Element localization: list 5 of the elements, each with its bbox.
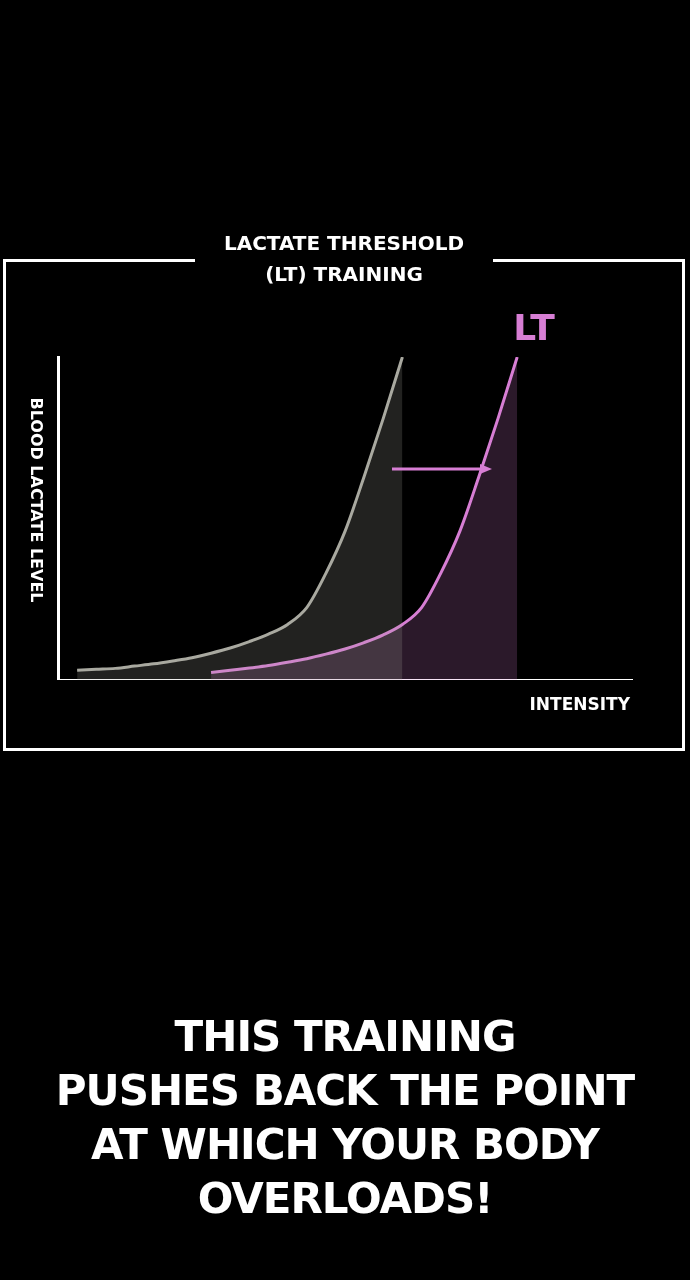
series-label: LT <box>513 307 556 349</box>
text: THIS TRAINING PUSHES BACK THE POINT AT WHICH YOUR BODY OVERLOADS! <box>54 1011 636 1225</box>
x-axis-title: INTENSITY <box>529 694 630 714</box>
chart-title: LACTATE THRESHOLD (LT) TRAINING <box>195 228 493 290</box>
y-axis-title: BLOOD LACTATE LEVEL <box>26 397 46 603</box>
